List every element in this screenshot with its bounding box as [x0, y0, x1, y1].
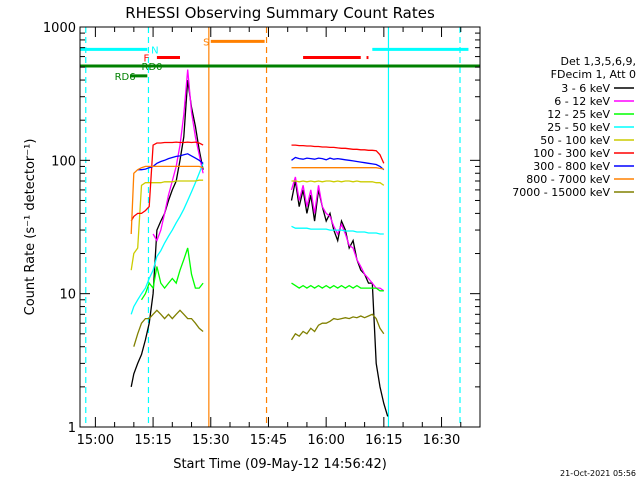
series-line-0-segment-0	[130, 80, 204, 388]
series-line-0-segment-1	[290, 180, 389, 417]
flag-label-rd0: RD0	[142, 62, 163, 73]
series-lines	[130, 69, 389, 417]
flag-label-s: S	[203, 37, 209, 48]
legend-label-0: 3 - 6 keV	[561, 82, 610, 95]
x-tick-label-5: 16:15	[365, 433, 402, 448]
y-tick-label-0: 1	[68, 421, 76, 436]
y-ticks: 1 10 100 1000	[43, 21, 480, 436]
x-axis-label: Start Time (09-May-12 14:56:42)	[173, 457, 387, 472]
legend-label-3: 25 - 50 keV	[547, 121, 610, 134]
series-line-8-segment-0	[133, 309, 204, 347]
series-line-4-segment-0	[130, 179, 204, 271]
legend-label-4: 50 - 100 keV	[540, 134, 610, 147]
flag-lines: NF S RD0 RD6	[80, 37, 480, 83]
legend-header-line-2: FDecim 1, Att 0	[551, 68, 636, 81]
x-tick-label-3: 15:45	[250, 433, 287, 448]
legend-label-8: 7000 - 15000 keV	[512, 186, 610, 199]
legend: Det 1,3,5,6,9, FDecim 1, Att 0 3 - 6 keV…	[512, 55, 636, 199]
series-line-5-segment-0	[130, 141, 204, 222]
x-tick-label-0: 15:00	[77, 433, 114, 448]
y-tick-label-3: 1000	[43, 21, 76, 36]
series-line-5-segment-1	[291, 144, 385, 164]
y-axis-label: Count Rate (s⁻¹ detector⁻¹)	[23, 139, 38, 316]
footer-date: 21-Oct-2021 05:56	[560, 469, 636, 478]
y-tick-label-1: 10	[59, 288, 76, 303]
vertical-markers	[85, 27, 461, 427]
legend-header-line-1: Det 1,3,5,6,9,	[560, 55, 636, 68]
flag-label-rd6: RD6	[115, 72, 136, 83]
flag-label-n: N	[151, 45, 158, 56]
series-line-3-segment-0	[130, 163, 204, 315]
series-line-7-segment-0	[130, 165, 204, 235]
x-tick-label-4: 16:00	[307, 433, 344, 448]
legend-label-2: 12 - 25 keV	[547, 108, 610, 121]
x-ticks: 15:00 15:15 15:30 15:45 16:00 16:15 16:30	[77, 27, 481, 448]
series-line-6-segment-0	[137, 153, 204, 171]
series-line-7-segment-1	[291, 167, 384, 170]
series-line-2-segment-0	[140, 247, 204, 301]
plot-frame	[79, 26, 481, 428]
legend-label-5: 100 - 300 keV	[533, 147, 610, 160]
series-line-2-segment-1	[291, 282, 384, 292]
series-line-1-segment-0	[152, 69, 204, 243]
y-tick-label-2: 100	[51, 154, 76, 169]
series-line-6-segment-1	[291, 156, 385, 171]
chart-title: RHESSI Observing Summary Count Rates	[125, 4, 435, 22]
x-tick-label-6: 16:30	[423, 433, 460, 448]
x-tick-label-2: 15:30	[192, 433, 229, 448]
series-line-1-segment-1	[290, 176, 385, 292]
legend-label-1: 6 - 12 keV	[554, 95, 610, 108]
series-line-4-segment-1	[291, 180, 385, 186]
series-line-8-segment-1	[290, 313, 385, 341]
legend-label-6: 300 - 800 keV	[533, 160, 610, 173]
flag-label-f: F	[143, 54, 149, 65]
legend-label-7: 800 - 7000 keV	[526, 173, 610, 186]
x-tick-label-1: 15:15	[134, 433, 171, 448]
series-line-3-segment-1	[291, 225, 384, 235]
